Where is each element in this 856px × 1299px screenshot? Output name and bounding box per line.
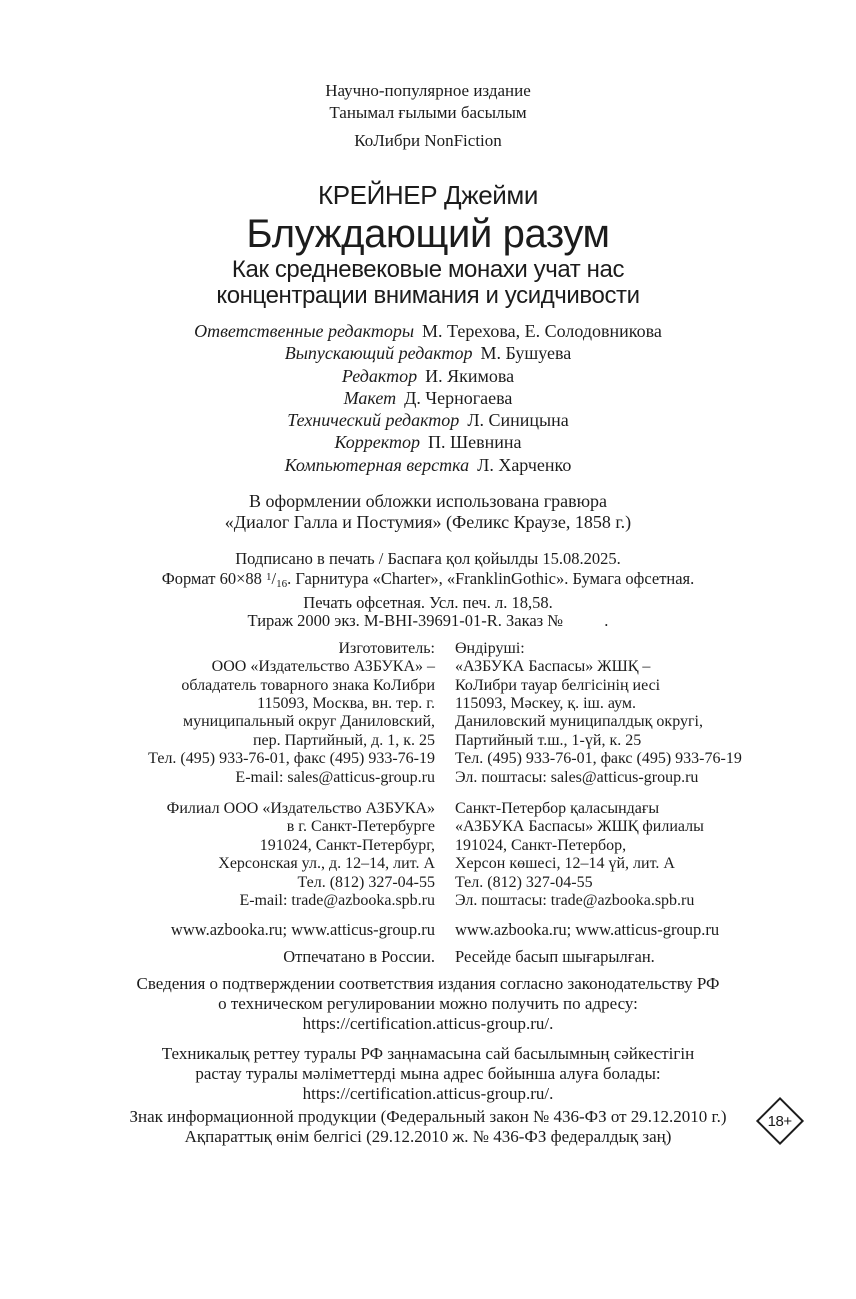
book-author: КРЕЙНЕР Джейми <box>318 180 538 210</box>
fraction-denominator: 16 <box>276 578 288 591</box>
fraction-slash: / <box>271 569 277 589</box>
credit-name: Д. Черногаева <box>404 387 513 408</box>
credit-role: Редактор <box>341 365 418 386</box>
credit-role: Ответственные редакторы <box>194 321 415 341</box>
credit-row: Макет Д. Черногаева <box>98 387 758 409</box>
fraction-numerator: 1 <box>266 571 272 584</box>
printed-in-kz: Ресейде басып шығарылған. <box>455 947 655 967</box>
credit-role: Корректор <box>334 432 420 453</box>
credit-row: Выпускающий редактор М. Бушуева <box>98 342 758 364</box>
credit-row: Корректор П. Шевнина <box>98 431 758 453</box>
branch-section: Филиал ООО «Издательство АЗБУКА» в г. Са… <box>98 800 758 910</box>
print-date-line: Подписано в печать / Баспаға қол қойылды… <box>235 549 621 569</box>
credit-row: Технический редактор Л. Синицына <box>98 409 758 431</box>
credit-row: Ответственные редакторы М. Терехова, Е. С… <box>98 320 758 342</box>
credit-name: П. Шевнина <box>427 432 522 453</box>
print-run-info: Подписано в печать / Баспаға қол қойылды… <box>98 549 758 631</box>
colophon-content: Научно-популярное издание Танымал ғылыми… <box>98 0 758 1146</box>
credit-name: М. Терехова, Е. Солодовникова <box>422 321 662 341</box>
imprint-name: КоЛибри NonFiction <box>354 131 502 150</box>
credit-name: Л. Синицына <box>467 410 569 431</box>
info-product-sign-note: Знак информационной продукции (Федеральн… <box>129 1107 727 1146</box>
printed-in-row: Отпечатано в России. Ресейде басып шығар… <box>98 947 758 967</box>
printed-in-ru: Отпечатано в России. <box>283 947 435 967</box>
tirage-line: Тираж 2000 экз. M-BHI-39691-01-R. Заказ … <box>247 611 609 631</box>
certification-note-ru: Сведения о подтверждении соответствия из… <box>136 974 720 1034</box>
credit-role: Технический редактор <box>287 410 460 431</box>
certification-note-kz: Техникалық реттеу туралы РФ заңнамасына … <box>161 1044 695 1104</box>
websites-row: www.azbooka.ru; www.atticus-group.ru www… <box>98 920 758 940</box>
book-subtitle: Как средневековые монахи учат нас концен… <box>216 256 640 309</box>
credit-row: Компьютерная верстка Л. Харченко <box>98 454 758 476</box>
credit-row: Редактор И. Якимова <box>98 365 758 387</box>
credits-list: Ответственные редакторы М. Терехова, Е. С… <box>98 320 758 476</box>
age-rating-badge: 18+ <box>755 1096 805 1146</box>
branch-ru: Филиал ООО «Издательство АЗБУКА» в г. Са… <box>166 799 435 909</box>
websites-kz: www.azbooka.ru; www.atticus-group.ru <box>455 920 720 940</box>
format-line: Формат 60×88 1/16. Гарнитура «Charter», … <box>161 569 695 591</box>
credit-name: М. Бушуева <box>480 343 572 364</box>
websites-ru: www.azbooka.ru; www.atticus-group.ru <box>170 920 435 940</box>
credit-role: Выпускающий редактор <box>284 343 473 364</box>
manufacturer-section: Изготовитель: ООО «Издательство АЗБУКА» … <box>98 640 758 787</box>
credit-name: Л. Харченко <box>477 454 572 475</box>
credit-role: Макет <box>343 387 397 408</box>
credit-role: Компьютерная верстка <box>284 454 470 475</box>
manufacturer-kz: Өндіруші: «АЗБУКА Баспасы» ЖШҚ – КоЛибри… <box>455 639 742 786</box>
edition-note: Научно-популярное издание Танымал ғылыми… <box>325 81 531 122</box>
press-line: Печать офсетная. Усл. печ. л. 18,58. <box>303 592 553 612</box>
cover-artwork-note: В оформлении обложки использована гравюр… <box>224 491 632 532</box>
manufacturer-ru: Изготовитель: ООО «Издательство АЗБУКА» … <box>148 639 435 786</box>
credit-name: И. Якимова <box>425 365 515 386</box>
book-title: Блуждающий разум <box>246 212 610 256</box>
age-rating-label: 18+ <box>768 1112 792 1130</box>
branch-kz: Санкт-Петербор қаласындағы «АЗБУКА Баспа… <box>455 799 704 909</box>
